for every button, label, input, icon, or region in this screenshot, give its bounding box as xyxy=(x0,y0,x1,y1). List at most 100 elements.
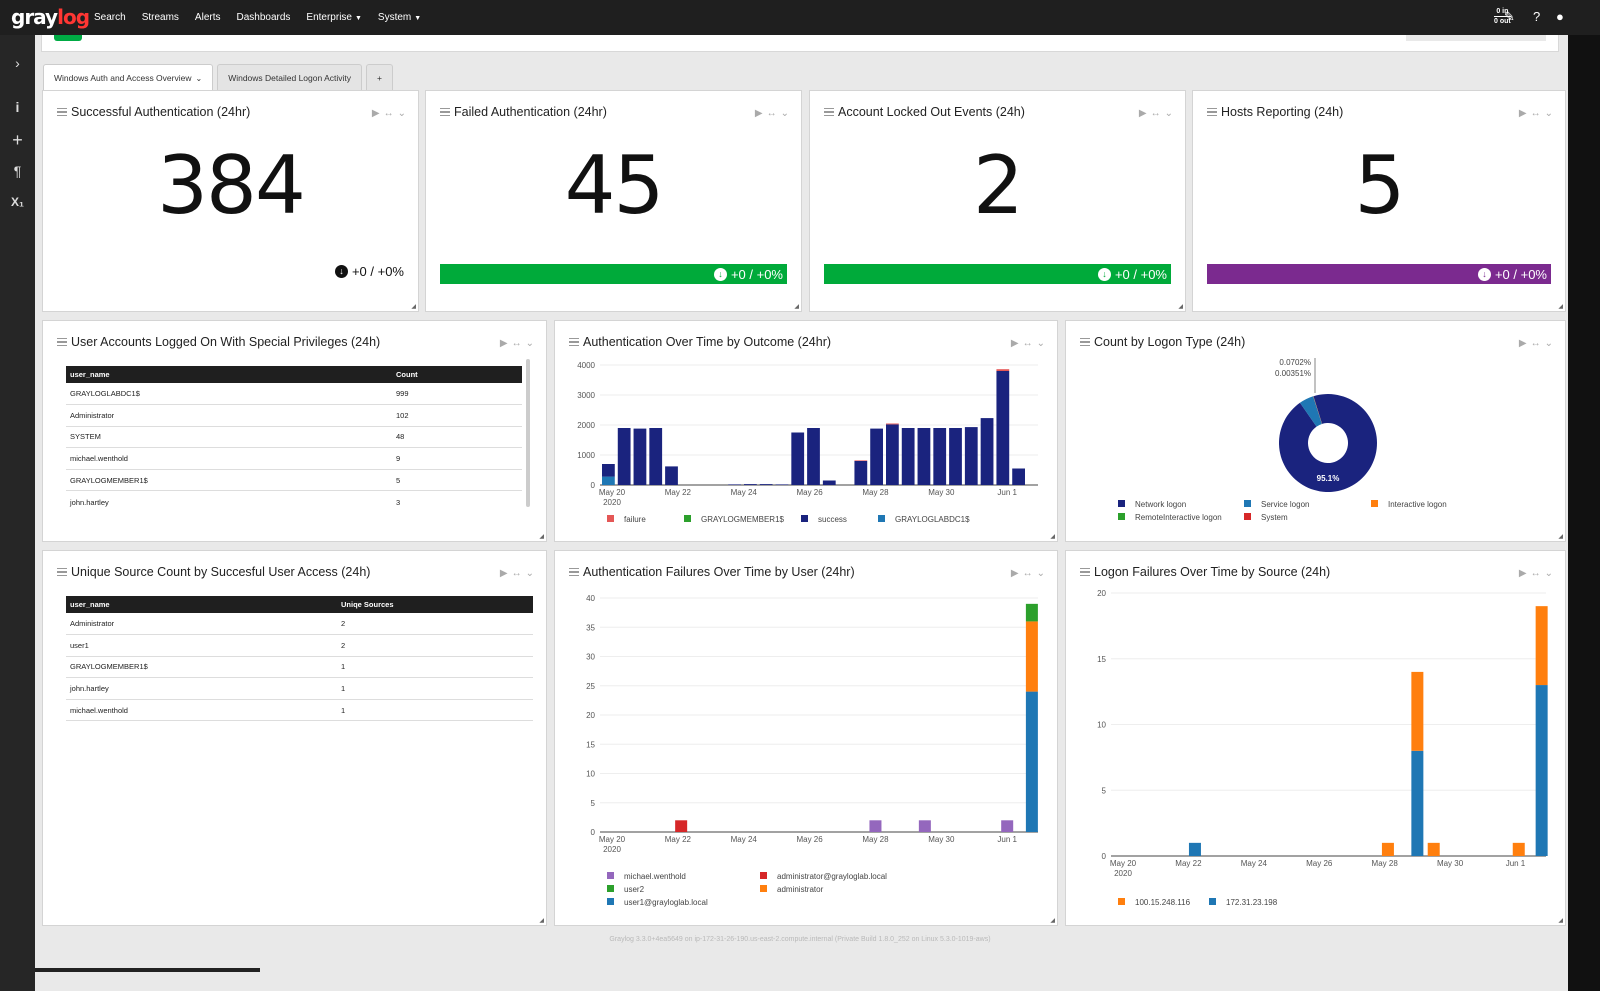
info-icon[interactable]: i xyxy=(15,99,20,115)
y-tick-label: 0 xyxy=(591,481,596,490)
nav-system[interactable]: System ▼ xyxy=(378,12,421,23)
widget-locked-out: Account Locked Out Events (24h) ▶ ↔ ⌄ 2 ↓ +… xyxy=(809,90,1186,312)
drag-handle-icon[interactable] xyxy=(1207,106,1217,118)
expand-icon[interactable]: ↔ xyxy=(1530,338,1541,349)
widget-title[interactable]: Authentication Over Time by Outcome (24h… xyxy=(569,335,831,349)
y-tick-label: 15 xyxy=(586,740,595,749)
play-icon[interactable]: ▶ xyxy=(371,108,380,119)
resize-handle-icon[interactable]: ◢ xyxy=(539,534,544,540)
chevron-down-icon[interactable]: ⌄ xyxy=(1036,568,1045,579)
legend-swatch xyxy=(607,872,614,879)
play-icon[interactable]: ▶ xyxy=(1518,338,1527,349)
chevron-down-icon[interactable]: ⌄ xyxy=(195,73,203,83)
play-icon[interactable]: ▶ xyxy=(754,108,763,119)
chevron-down-icon[interactable]: ⌄ xyxy=(525,568,534,579)
expand-icon[interactable]: ↔ xyxy=(511,338,522,349)
user-icon[interactable]: ● xyxy=(1556,9,1564,24)
play-icon[interactable]: ▶ xyxy=(1518,108,1527,119)
expand-icon[interactable]: ↔ xyxy=(1150,108,1161,119)
expand-icon[interactable]: ↔ xyxy=(1022,568,1033,579)
search-button[interactable] xyxy=(54,35,82,41)
drag-handle-icon[interactable] xyxy=(1080,566,1090,578)
widget-title[interactable]: Count by Logon Type (24h) xyxy=(1080,335,1245,349)
chevron-down-icon[interactable]: ⌄ xyxy=(397,108,406,119)
play-icon[interactable]: ▶ xyxy=(499,568,508,579)
help-icon[interactable]: ? xyxy=(1533,9,1541,24)
chevron-down-icon[interactable]: ⌄ xyxy=(1164,108,1173,119)
resize-handle-icon[interactable]: ◢ xyxy=(1558,918,1563,924)
expand-icon[interactable]: ↔ xyxy=(383,108,394,119)
chevron-down-icon[interactable]: ⌄ xyxy=(780,108,789,119)
resize-handle-icon[interactable]: ◢ xyxy=(539,918,544,924)
chevron-down-icon[interactable]: ⌄ xyxy=(1036,338,1045,349)
legend-swatch xyxy=(607,515,614,522)
expand-icon[interactable]: ↔ xyxy=(1022,338,1033,349)
column-header[interactable]: user_name xyxy=(66,366,392,383)
widget-title[interactable]: Successful Authentication (24hr) xyxy=(57,105,250,119)
tab-add[interactable]: + xyxy=(366,64,393,90)
resize-handle-icon[interactable]: ◢ xyxy=(1558,534,1563,540)
drag-handle-icon[interactable] xyxy=(57,566,67,578)
play-icon[interactable]: ▶ xyxy=(1010,568,1019,579)
column-header[interactable]: user_name xyxy=(66,596,337,613)
expand-icon[interactable]: ↔ xyxy=(1530,108,1541,119)
search-options[interactable] xyxy=(1406,35,1546,41)
resize-handle-icon[interactable]: ◢ xyxy=(1050,534,1055,540)
resize-handle-icon[interactable]: ◢ xyxy=(794,304,799,310)
x-tick-label: Jun 1 xyxy=(997,835,1017,844)
widget-title[interactable]: Unique Source Count by Succesful User Ac… xyxy=(57,565,370,579)
cell-user: john.hartley xyxy=(70,497,109,507)
column-header[interactable]: Uniqe Sources xyxy=(337,596,533,613)
nav-alerts[interactable]: Alerts xyxy=(194,12,221,23)
table-scrollbar[interactable] xyxy=(526,359,530,507)
widget-title[interactable]: Hosts Reporting (24h) xyxy=(1207,105,1343,119)
resize-handle-icon[interactable]: ◢ xyxy=(1050,918,1055,924)
play-icon[interactable]: ▶ xyxy=(1518,568,1527,579)
parameter-icon[interactable]: X₁ xyxy=(11,195,24,209)
resize-handle-icon[interactable]: ◢ xyxy=(1558,304,1563,310)
trend-text: +0 / +0% xyxy=(1494,266,1547,282)
widget-title[interactable]: Authentication Failures Over Time by Use… xyxy=(569,565,855,579)
widget-title[interactable]: Failed Authentication (24hr) xyxy=(440,105,607,119)
tab-detailed-logon[interactable]: Windows Detailed Logon Activity xyxy=(217,64,363,90)
nav-streams[interactable]: Streams xyxy=(141,12,179,23)
drag-handle-icon[interactable] xyxy=(1080,336,1090,348)
play-icon[interactable]: ▶ xyxy=(1010,338,1019,349)
graylog-logo[interactable]: graylog xyxy=(11,5,90,29)
chevron-down-icon[interactable]: ⌄ xyxy=(1544,568,1553,579)
nav-search[interactable]: Search xyxy=(94,12,126,23)
pie-slice-system xyxy=(1313,396,1323,424)
x-tick-label: May 28 xyxy=(862,488,889,497)
column-header[interactable]: Count xyxy=(392,366,522,383)
play-icon[interactable]: ▶ xyxy=(499,338,508,349)
nav-dashboards[interactable]: Dashboards xyxy=(236,12,291,23)
expand-icon[interactable]: ↔ xyxy=(511,568,522,579)
play-icon[interactable]: ▶ xyxy=(1138,108,1147,119)
chevron-down-icon[interactable]: ⌄ xyxy=(525,338,534,349)
widget-title[interactable]: Logon Failures Over Time by Source (24h) xyxy=(1080,565,1330,579)
chevron-down-icon[interactable]: ⌄ xyxy=(1544,108,1553,119)
drag-handle-icon[interactable] xyxy=(569,566,579,578)
chevron-right-icon[interactable]: › xyxy=(15,55,20,71)
throughput-indicator[interactable]: 0 in 0 out xyxy=(1494,7,1511,26)
drag-handle-icon[interactable] xyxy=(824,106,834,118)
expand-icon[interactable]: ↔ xyxy=(1530,568,1541,579)
nav-enterprise[interactable]: Enterprise ▼ xyxy=(306,12,362,23)
plus-icon[interactable]: + xyxy=(12,130,23,150)
expand-icon[interactable]: ↔ xyxy=(766,108,777,119)
paragraph-icon[interactable]: ¶ xyxy=(13,163,22,179)
trend-indicator: ↓ +0 / +0% xyxy=(334,264,404,279)
drag-handle-icon[interactable] xyxy=(569,336,579,348)
unique-source-table: user_name Uniqe Sources Administrator 2 u… xyxy=(66,596,533,722)
edit-icon[interactable]: ✎ xyxy=(1504,9,1515,24)
widget-title[interactable]: Account Locked Out Events (24h) xyxy=(824,105,1025,119)
chevron-down-icon[interactable]: ⌄ xyxy=(1544,338,1553,349)
drag-handle-icon[interactable] xyxy=(57,106,67,118)
bar-success xyxy=(728,484,741,485)
widget-title[interactable]: User Accounts Logged On With Special Pri… xyxy=(57,335,380,349)
tab-auth-overview[interactable]: Windows Auth and Access Overview ⌄ xyxy=(43,64,214,91)
resize-handle-icon[interactable]: ◢ xyxy=(411,304,416,310)
resize-handle-icon[interactable]: ◢ xyxy=(1178,304,1183,310)
drag-handle-icon[interactable] xyxy=(440,106,450,118)
drag-handle-icon[interactable] xyxy=(57,336,67,348)
